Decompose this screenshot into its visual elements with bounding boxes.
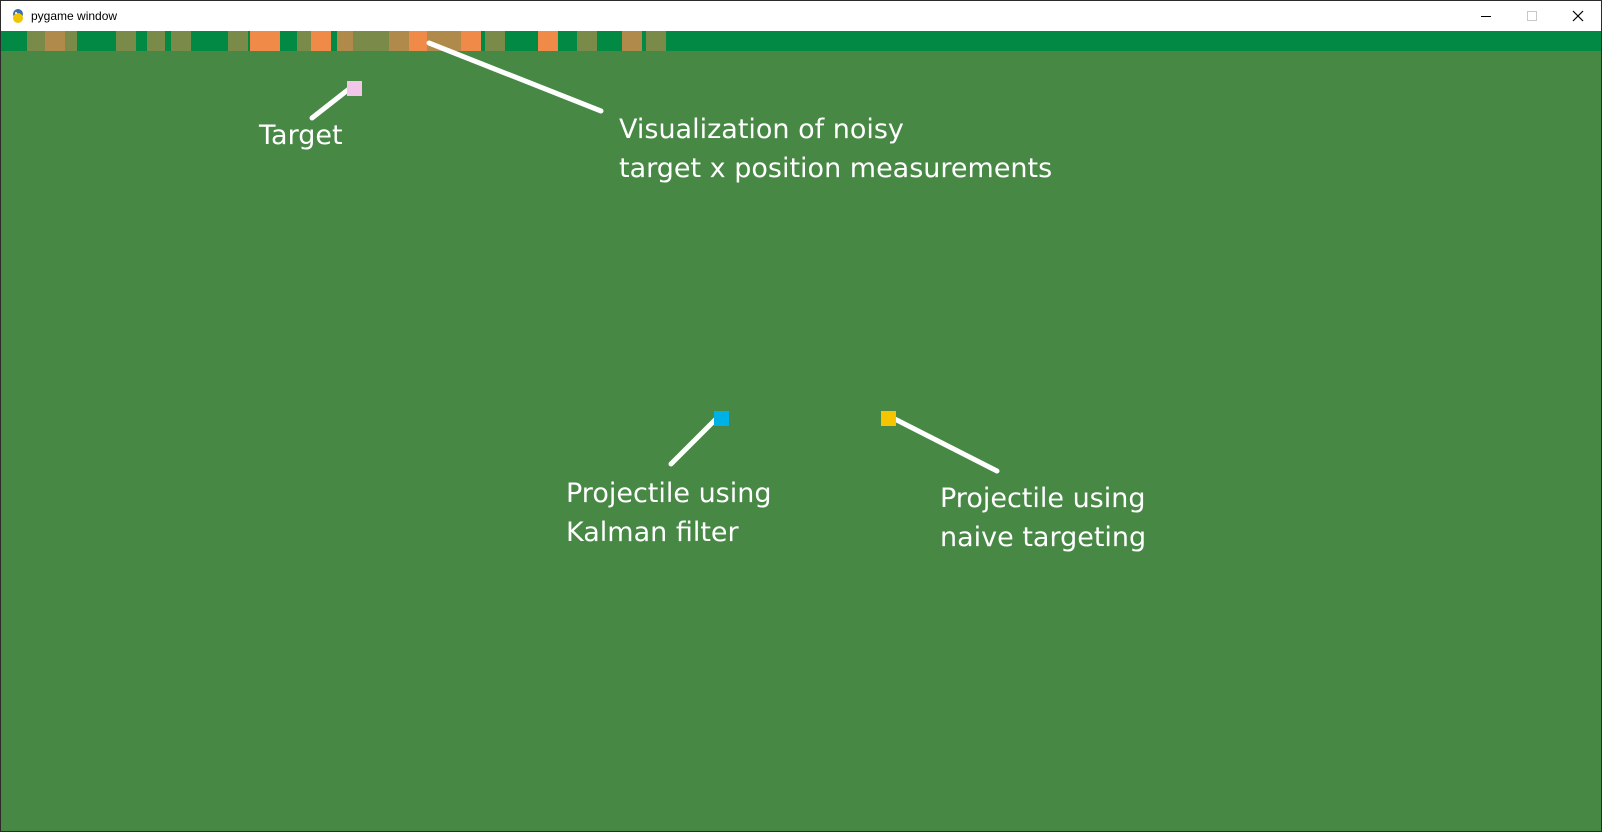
measurement-cell	[116, 31, 136, 51]
measurement-cell	[27, 31, 45, 51]
measurement-label-line1: Visualization of noisy	[619, 114, 904, 145]
target-label: Target	[259, 116, 343, 155]
kalman-pointer-line	[668, 411, 724, 467]
measurement-cell	[65, 31, 77, 51]
measurement-cell	[409, 31, 427, 51]
game-canvas[interactable]: Target Visualization of noisy target x p…	[1, 31, 1601, 831]
measurement-cell	[337, 31, 353, 51]
measurement-cell	[353, 31, 371, 51]
target-pointer-line	[309, 86, 352, 121]
title-bar[interactable]: pygame window	[1, 1, 1601, 31]
maximize-button[interactable]	[1509, 1, 1555, 31]
naive-label-line2: naive targeting	[940, 522, 1147, 553]
annotation-lines	[309, 40, 1000, 474]
measurement-cell	[311, 31, 331, 51]
window-title: pygame window	[31, 9, 118, 23]
measurement-strip	[1, 31, 1601, 51]
kalman-label-line1: Projectile using	[566, 478, 772, 509]
measurement-pointer-line	[426, 40, 604, 114]
measurement-cell	[371, 31, 389, 51]
naive-projectile	[881, 411, 896, 426]
measurement-label-line2: target x position measurements	[619, 153, 1053, 184]
measurement-cell	[250, 31, 280, 51]
kalman-label: Projectile using Kalman filter	[566, 474, 772, 552]
measurement-cell	[622, 31, 642, 51]
measurement-cell	[485, 31, 505, 51]
measurement-cell	[646, 31, 666, 51]
measurement-cell	[538, 31, 558, 51]
naive-label-line1: Projectile using	[940, 483, 1146, 514]
measurement-cell	[577, 31, 597, 51]
naive-label: Projectile using naive targeting	[940, 479, 1146, 557]
measurement-cell	[147, 31, 165, 51]
minimize-button[interactable]	[1463, 1, 1509, 31]
measurement-cell	[389, 31, 409, 51]
measurement-cell	[45, 31, 65, 51]
maximize-icon	[1527, 11, 1537, 21]
kalman-projectile	[714, 411, 729, 426]
naive-pointer-line	[882, 411, 1000, 474]
close-button[interactable]	[1555, 1, 1601, 31]
pygame-snake-icon	[13, 9, 23, 23]
minimize-icon	[1481, 16, 1491, 17]
measurement-cell	[171, 31, 191, 51]
measurement-cell	[461, 31, 481, 51]
target-square	[347, 81, 362, 96]
measurement-cell	[297, 31, 311, 51]
target-label-line1: Target	[259, 120, 343, 151]
measurement-cell	[228, 31, 248, 51]
close-icon	[1572, 10, 1584, 22]
kalman-label-line2: Kalman filter	[566, 517, 739, 548]
measurement-label: Visualization of noisy target x position…	[619, 110, 1052, 188]
